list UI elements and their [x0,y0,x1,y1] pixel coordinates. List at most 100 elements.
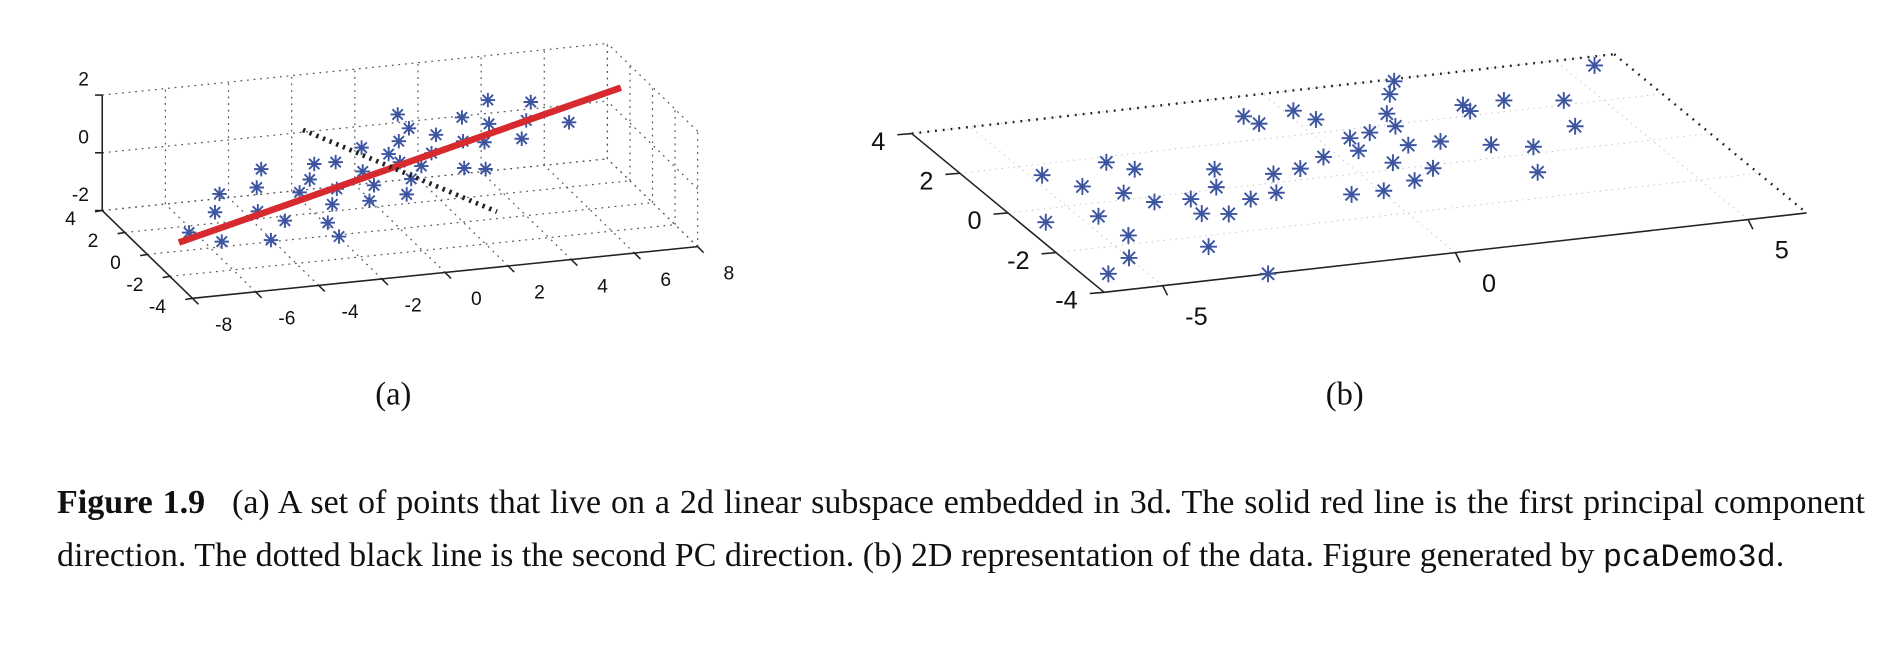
point [1461,102,1479,120]
point [1406,172,1424,189]
point [307,156,322,172]
point [1220,205,1238,223]
point [354,140,369,155]
point [1384,154,1402,172]
y-tick-label: 0 [967,207,981,235]
x-tick-label: -4 [341,302,358,323]
y-tick-label: -2 [1007,247,1029,275]
point [214,234,229,249]
x-tick-label: -5 [1185,303,1207,331]
point [1182,190,1200,208]
point [366,178,382,193]
y-tick-label: 4 [871,128,885,156]
y-tick-label: 2 [88,231,99,252]
x-tick-label: 5 [1775,237,1789,265]
panel-label: (b) [1326,376,1364,412]
point [1207,178,1225,196]
point [1033,166,1051,184]
point [1120,249,1138,267]
point [355,164,370,179]
point [1235,107,1253,125]
point [1193,205,1211,223]
point [1566,117,1584,135]
tick-mark [1089,291,1105,295]
point [1115,184,1133,202]
grid-line [354,184,446,273]
point [1265,165,1282,183]
point [390,107,405,122]
point [1315,148,1332,166]
point [1350,142,1367,160]
point [1424,159,1442,177]
point [399,187,414,202]
point [401,121,417,136]
point [1119,227,1137,244]
x-tick-label: 0 [471,289,482,310]
x-tick-label: 6 [660,270,671,291]
point [1206,160,1224,178]
point [1525,138,1542,156]
tick-mark [139,253,148,257]
point [1432,133,1449,150]
tick-mark [897,132,912,136]
tick-mark [162,275,171,279]
point [362,193,377,209]
point [414,158,429,174]
z-tick-label: -2 [72,185,89,206]
tick-mark [318,284,326,292]
point [207,205,223,220]
point [1381,85,1399,103]
point [1495,92,1513,109]
x-tick-label: -6 [278,309,295,330]
point [514,131,529,146]
x-tick-label: 8 [724,263,735,284]
point [249,180,264,195]
box-edge [1613,53,1808,214]
tick-mark [633,252,642,260]
point [561,115,577,130]
point [254,161,269,177]
point [1037,213,1055,231]
tick-mark [255,291,263,299]
box-edge [911,52,1615,135]
point [1529,163,1547,181]
point [1259,265,1277,283]
grid-line [606,100,699,190]
tick-mark [1747,219,1754,230]
point [1200,238,1217,256]
point [481,116,497,132]
x-tick-label: 4 [597,276,608,297]
tick-mark [993,212,1009,215]
point [1242,190,1260,208]
grid-line [291,190,383,280]
grid-line [606,158,699,248]
grid-line [480,171,572,260]
point [381,146,396,162]
grid-line [169,224,676,277]
x-tick-label: -2 [405,296,422,317]
tick-mark [945,172,960,176]
grid-line [1056,172,1759,254]
point [1454,96,1472,114]
point [1307,111,1325,128]
figure-label: Figure 1.9 [57,484,206,521]
point [1250,115,1268,133]
point [1267,184,1285,202]
grid-line [164,203,257,293]
tick-mark [185,297,193,301]
grid-line [1262,93,1456,253]
x-tick-label: -8 [215,315,232,336]
point [1586,56,1603,74]
caption-end: . [1775,537,1785,574]
point [1361,124,1379,141]
tick-mark [507,265,515,273]
point [1555,92,1573,109]
point [391,133,407,149]
point [181,225,197,240]
x-tick-label: 0 [1482,270,1496,298]
y-tick-label: 2 [919,168,933,196]
tick-mark [117,231,125,235]
point [523,94,538,110]
point [477,135,492,150]
